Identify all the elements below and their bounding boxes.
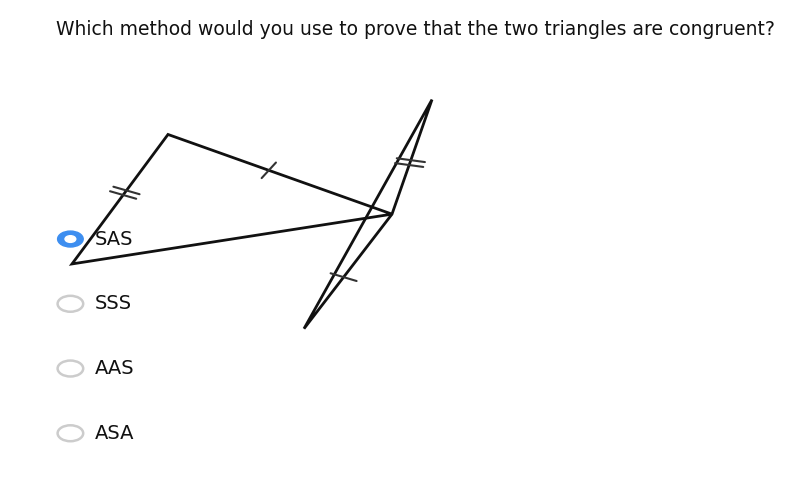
Circle shape bbox=[58, 231, 83, 247]
Text: SAS: SAS bbox=[94, 230, 133, 249]
Text: SSS: SSS bbox=[94, 294, 131, 313]
Text: ASA: ASA bbox=[94, 424, 134, 443]
Text: AAS: AAS bbox=[94, 359, 134, 378]
Circle shape bbox=[65, 236, 76, 243]
Text: Which method would you use to prove that the two triangles are congruent?: Which method would you use to prove that… bbox=[56, 20, 775, 39]
